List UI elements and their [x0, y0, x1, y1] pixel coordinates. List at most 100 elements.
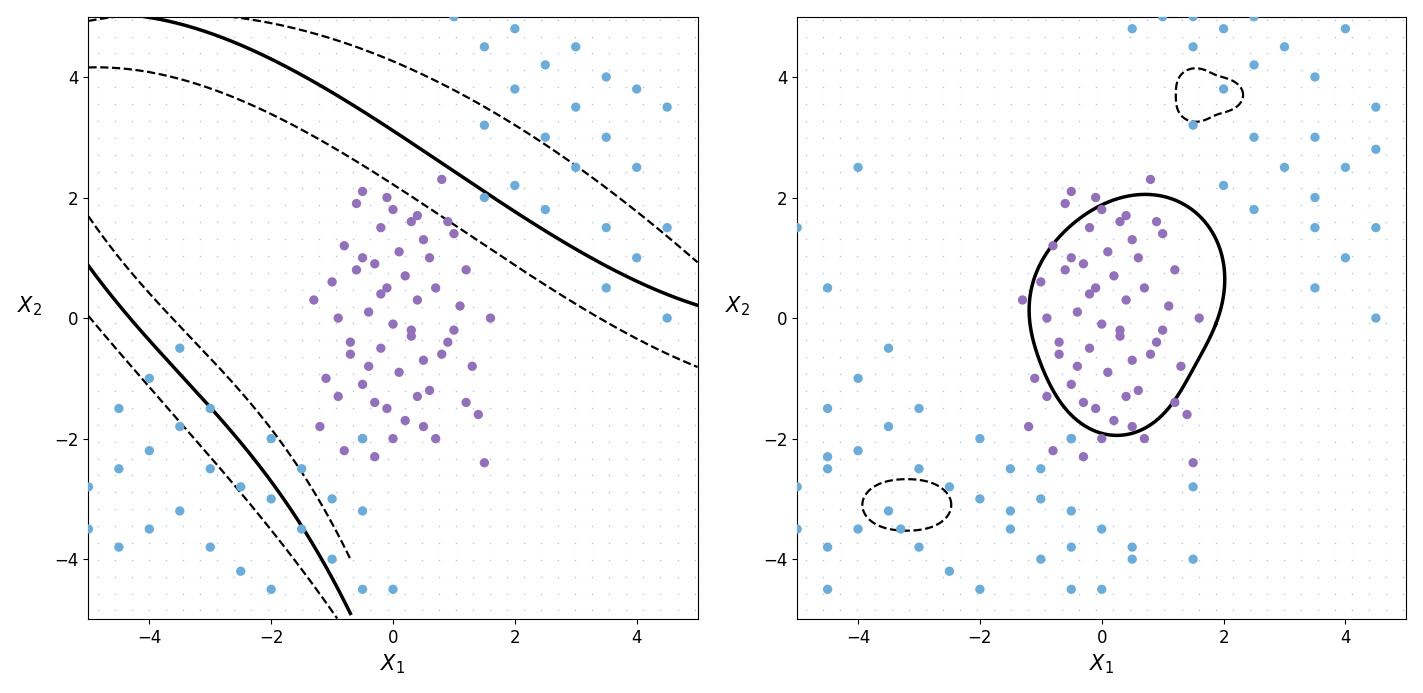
Point	[406, 295, 428, 306]
Point	[1157, 301, 1180, 312]
Point	[1181, 554, 1204, 565]
Point	[1114, 295, 1137, 306]
Point	[455, 397, 478, 408]
Point	[413, 421, 435, 432]
Point	[320, 554, 343, 565]
Y-axis label: $X_2$: $X_2$	[17, 295, 41, 318]
Point	[1079, 222, 1101, 233]
Point	[413, 355, 435, 366]
Point	[260, 433, 283, 444]
Point	[785, 482, 808, 493]
Point	[351, 584, 374, 595]
Point	[1042, 240, 1064, 252]
Point	[339, 337, 361, 348]
Point	[1181, 42, 1204, 53]
Point	[534, 60, 556, 71]
Point	[168, 421, 191, 432]
Point	[1084, 192, 1107, 203]
Point	[1060, 379, 1083, 390]
Point	[1084, 403, 1107, 414]
Point	[1127, 252, 1150, 263]
Point	[424, 433, 447, 444]
Point	[785, 523, 808, 534]
Point	[394, 270, 417, 281]
Point	[472, 192, 495, 203]
Point	[290, 463, 313, 474]
Point	[1242, 204, 1265, 215]
Y-axis label: $X_2$: $X_2$	[726, 295, 750, 318]
Point	[1303, 71, 1326, 82]
Point	[455, 264, 478, 275]
Point	[108, 403, 131, 414]
Point	[1175, 409, 1198, 420]
Point	[1079, 342, 1101, 353]
Point	[1127, 385, 1150, 396]
Point	[969, 493, 992, 505]
Point	[381, 433, 404, 444]
Point	[847, 162, 869, 173]
Point	[1047, 349, 1070, 360]
Point	[363, 397, 386, 408]
Point	[376, 403, 398, 414]
Point	[1047, 337, 1070, 348]
Point	[387, 367, 410, 378]
Point	[999, 505, 1022, 516]
Point	[1138, 174, 1161, 185]
Point	[1103, 270, 1126, 281]
Point	[504, 83, 527, 94]
Point	[357, 361, 380, 372]
Point	[817, 403, 840, 414]
Point	[1146, 337, 1168, 348]
Point	[1036, 391, 1059, 402]
Point	[327, 313, 350, 324]
Point	[339, 349, 361, 360]
Point	[370, 222, 393, 233]
Point	[1066, 306, 1089, 317]
Point	[1114, 391, 1137, 402]
Point	[1151, 324, 1174, 335]
Point	[817, 282, 840, 293]
Point	[108, 541, 131, 552]
Point	[1097, 246, 1120, 257]
Point	[1072, 451, 1094, 462]
Point	[938, 565, 961, 577]
Point	[1365, 143, 1387, 155]
Point	[1212, 180, 1235, 191]
Point	[1090, 584, 1113, 595]
Point	[400, 324, 423, 335]
Point	[1029, 493, 1052, 505]
Point	[1103, 415, 1126, 426]
Point	[1012, 295, 1035, 306]
Point	[565, 162, 588, 173]
Point	[387, 246, 410, 257]
Point	[138, 373, 161, 384]
Point	[1054, 264, 1077, 275]
Point	[817, 541, 840, 552]
Point	[138, 523, 161, 534]
Point	[817, 584, 840, 595]
Point	[77, 482, 100, 493]
Point	[1146, 216, 1168, 227]
Point	[1090, 523, 1113, 534]
Point	[1023, 373, 1046, 384]
Point	[656, 222, 679, 233]
Point	[333, 445, 356, 456]
Point	[1121, 355, 1144, 366]
Point	[168, 505, 191, 516]
Point	[1121, 421, 1144, 432]
Point	[346, 264, 369, 275]
Point	[938, 482, 961, 493]
Point	[229, 565, 252, 577]
Point	[785, 222, 808, 233]
Point	[199, 463, 222, 474]
Point	[443, 11, 465, 22]
Point	[847, 445, 869, 456]
Point	[437, 337, 460, 348]
Point	[346, 198, 369, 209]
Point	[370, 288, 393, 299]
Point	[1109, 324, 1131, 335]
Point	[443, 324, 465, 335]
Point	[199, 541, 222, 552]
Point	[309, 421, 332, 432]
Point	[817, 451, 840, 462]
